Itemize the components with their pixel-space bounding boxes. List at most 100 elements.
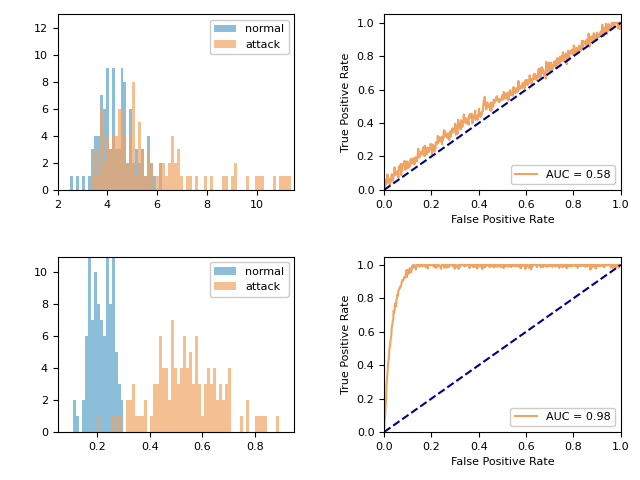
Bar bbox=[76, 176, 79, 190]
AUC = 0.98 bbox=[509, 263, 516, 268]
Bar bbox=[186, 176, 189, 190]
Bar bbox=[72, 400, 76, 432]
Bar bbox=[259, 176, 261, 190]
AUC = 0.98 bbox=[617, 262, 625, 268]
Legend: normal, attack: normal, attack bbox=[209, 262, 289, 297]
Bar bbox=[180, 368, 184, 432]
Bar bbox=[259, 416, 261, 432]
Bar bbox=[202, 416, 204, 432]
AUC = 0.58 bbox=[493, 94, 500, 99]
X-axis label: False Positive Rate: False Positive Rate bbox=[451, 457, 554, 467]
Bar bbox=[147, 136, 150, 190]
Bar bbox=[154, 384, 156, 432]
Bar bbox=[127, 400, 129, 432]
Bar bbox=[207, 368, 211, 432]
Bar bbox=[195, 176, 198, 190]
Bar bbox=[225, 384, 228, 432]
Bar bbox=[136, 149, 138, 190]
AUC = 0.58 bbox=[608, 20, 616, 25]
Bar bbox=[90, 320, 93, 432]
Bar bbox=[81, 176, 84, 190]
Bar bbox=[276, 416, 279, 432]
Bar bbox=[220, 384, 222, 432]
Line: AUC = 0.98: AUC = 0.98 bbox=[384, 265, 621, 432]
Bar bbox=[93, 136, 97, 190]
Bar bbox=[163, 163, 165, 190]
AUC = 0.58 bbox=[508, 91, 516, 97]
Bar bbox=[285, 176, 288, 190]
Bar bbox=[124, 136, 127, 190]
Bar bbox=[111, 68, 115, 190]
AUC = 0.58 bbox=[612, 20, 620, 25]
Bar bbox=[115, 149, 118, 190]
Bar bbox=[138, 416, 141, 432]
Bar bbox=[100, 96, 102, 190]
AUC = 0.58 bbox=[380, 187, 388, 193]
Bar bbox=[288, 176, 291, 190]
X-axis label: False Positive Rate: False Positive Rate bbox=[451, 215, 554, 225]
Bar bbox=[93, 149, 97, 190]
Bar bbox=[109, 149, 111, 190]
Bar bbox=[120, 68, 124, 190]
Bar bbox=[150, 163, 154, 190]
Bar bbox=[141, 149, 145, 190]
Bar bbox=[102, 336, 106, 432]
Legend: AUC = 0.98: AUC = 0.98 bbox=[511, 408, 615, 426]
Bar bbox=[132, 384, 136, 432]
Bar bbox=[246, 400, 250, 432]
AUC = 0.98 bbox=[522, 266, 529, 272]
Bar bbox=[246, 176, 250, 190]
Bar bbox=[118, 109, 120, 190]
Bar bbox=[97, 176, 100, 190]
Bar bbox=[156, 384, 159, 432]
Bar bbox=[198, 384, 202, 432]
Line: AUC = 0.58: AUC = 0.58 bbox=[384, 23, 621, 190]
Bar bbox=[168, 400, 172, 432]
Bar bbox=[184, 336, 186, 432]
Bar bbox=[231, 176, 234, 190]
AUC = 0.98 bbox=[495, 262, 502, 268]
Bar bbox=[193, 384, 195, 432]
Bar bbox=[172, 136, 175, 190]
Bar bbox=[109, 304, 111, 432]
AUC = 0.98 bbox=[380, 429, 388, 435]
Bar bbox=[111, 136, 115, 190]
Bar bbox=[159, 336, 163, 432]
Bar bbox=[93, 273, 97, 432]
Bar bbox=[195, 336, 198, 432]
Bar bbox=[261, 416, 264, 432]
Bar bbox=[106, 68, 109, 190]
Bar bbox=[81, 400, 84, 432]
Bar bbox=[145, 176, 147, 190]
Bar bbox=[102, 109, 106, 190]
Bar bbox=[120, 400, 124, 432]
Bar bbox=[180, 176, 184, 190]
Bar bbox=[225, 176, 228, 190]
Bar bbox=[216, 400, 220, 432]
Bar bbox=[255, 416, 259, 432]
Bar bbox=[145, 176, 147, 190]
Bar bbox=[100, 320, 102, 432]
Bar bbox=[118, 149, 120, 190]
Bar bbox=[168, 163, 172, 190]
Bar bbox=[163, 368, 165, 432]
Bar bbox=[150, 163, 154, 190]
Bar bbox=[88, 256, 90, 432]
Legend: AUC = 0.58: AUC = 0.58 bbox=[511, 166, 615, 184]
Bar bbox=[222, 176, 225, 190]
AUC = 0.98 bbox=[612, 264, 620, 270]
Bar bbox=[106, 256, 109, 432]
Bar bbox=[136, 416, 138, 432]
Bar bbox=[156, 176, 159, 190]
Bar bbox=[165, 176, 168, 190]
Bar bbox=[132, 82, 136, 190]
Bar bbox=[111, 256, 115, 432]
Bar bbox=[159, 163, 163, 190]
Bar bbox=[76, 416, 79, 432]
Bar bbox=[159, 163, 163, 190]
Bar bbox=[109, 149, 111, 190]
AUC = 0.98 bbox=[413, 262, 420, 268]
Bar bbox=[261, 176, 264, 190]
Bar bbox=[175, 163, 177, 190]
Bar bbox=[106, 136, 109, 190]
